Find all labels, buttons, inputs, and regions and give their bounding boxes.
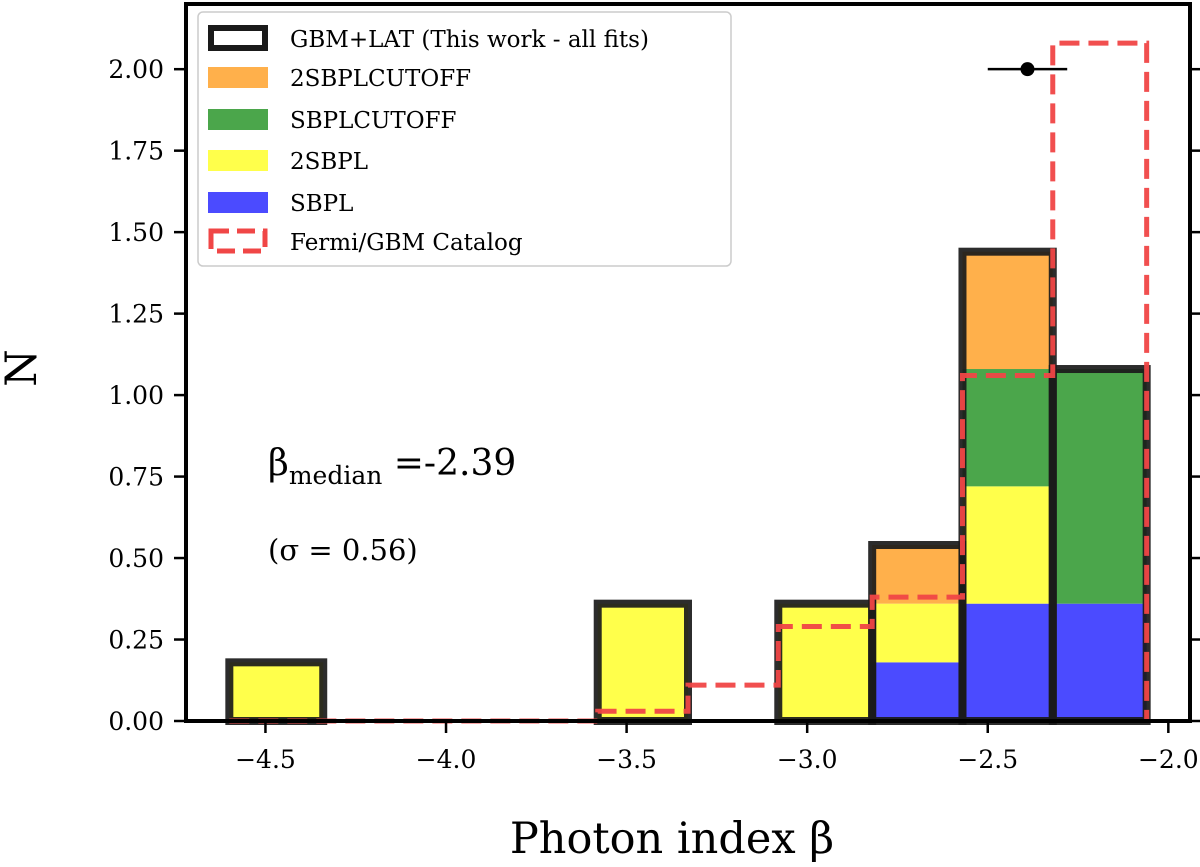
y-tick-label-5: 1.25 — [108, 300, 164, 329]
axes: −4.5 −4.0 −3.5 −3.0 −2.5 −2.0 0.00 0.25 0.50 0.75… — [108, 2, 1200, 774]
y-tick-label-6: 1.50 — [108, 218, 164, 247]
y-axis-title: N — [0, 349, 47, 387]
bar-2sbplcutoff-7 — [872, 545, 963, 604]
y-tick-label-4: 1.00 — [108, 381, 164, 410]
bar-2sbpl-0 — [229, 662, 324, 721]
bar-sbplcutoff-9 — [1052, 369, 1147, 604]
x-axis-title: Photon index β — [510, 814, 834, 864]
legend: GBM+LAT (This work - all fits) 2SBPLCUTO… — [197, 11, 732, 267]
bar-2sbpl-6 — [778, 603, 873, 721]
bar-2sbplcutoff-8 — [962, 251, 1053, 370]
x-tick-label-0: −4.5 — [235, 745, 296, 774]
bar-2sbpl-8 — [962, 486, 1053, 604]
x-tick-label-1: −4.0 — [416, 745, 477, 774]
y-tick-label-2: 0.50 — [108, 544, 164, 573]
x-tick-label-4: −2.5 — [957, 745, 1018, 774]
x-tick-label-3: −3.0 — [777, 745, 838, 774]
y-tick-label-0: 0.00 — [108, 707, 164, 736]
legend-label-catalog: Fermi/GBM Catalog — [290, 230, 523, 256]
median-subscript: median — [289, 461, 383, 490]
legend-swatch-catalog — [208, 228, 268, 254]
legend-frame — [197, 11, 732, 267]
legend-swatch-2sbplcutoff — [208, 67, 268, 88]
bar-sbplcutoff-8 — [962, 369, 1053, 487]
legend-swatch-total — [208, 25, 268, 51]
median-error-point — [987, 62, 1068, 77]
plot-frame — [184, 2, 1192, 723]
y-tick-label-8: 2.00 — [108, 55, 164, 84]
bar-sbpl-7 — [872, 662, 963, 721]
legend-swatch-2sbpl — [208, 150, 268, 171]
legend-label-total: GBM+LAT (This work - all fits) — [290, 27, 649, 53]
sigma-annotation: (σ = 0.56) — [268, 533, 418, 567]
bar-sbpl-9 — [1052, 603, 1147, 721]
median-value: =-2.39 — [382, 443, 516, 484]
bar-2sbpl-7 — [872, 603, 963, 663]
x-tick-label-2: −3.5 — [596, 745, 657, 774]
median-annotation: βmedian =-2.39 — [268, 443, 516, 490]
legend-label-2sbplcutoff: 2SBPLCUTOFF — [290, 66, 471, 92]
median-symbol: β — [268, 443, 289, 484]
legend-label-sbpl: SBPL — [290, 191, 353, 217]
legend-swatch-sbplcutoff — [208, 109, 268, 130]
legend-label-sbplcutoff: SBPLCUTOFF — [290, 108, 457, 134]
error-point — [1020, 62, 1035, 77]
y-tick-label-7: 1.75 — [108, 137, 164, 166]
bar-sbpl-8 — [962, 603, 1053, 721]
y-tick-label-3: 0.75 — [108, 463, 164, 492]
x-tick-label-5: −2.0 — [1138, 745, 1199, 774]
bar-2sbpl-4 — [597, 603, 688, 721]
y-tick-label-1: 0.25 — [108, 626, 164, 655]
stacked-bars — [229, 251, 1147, 721]
legend-swatch-sbpl — [208, 192, 268, 213]
legend-label-2sbpl: 2SBPL — [290, 149, 368, 175]
